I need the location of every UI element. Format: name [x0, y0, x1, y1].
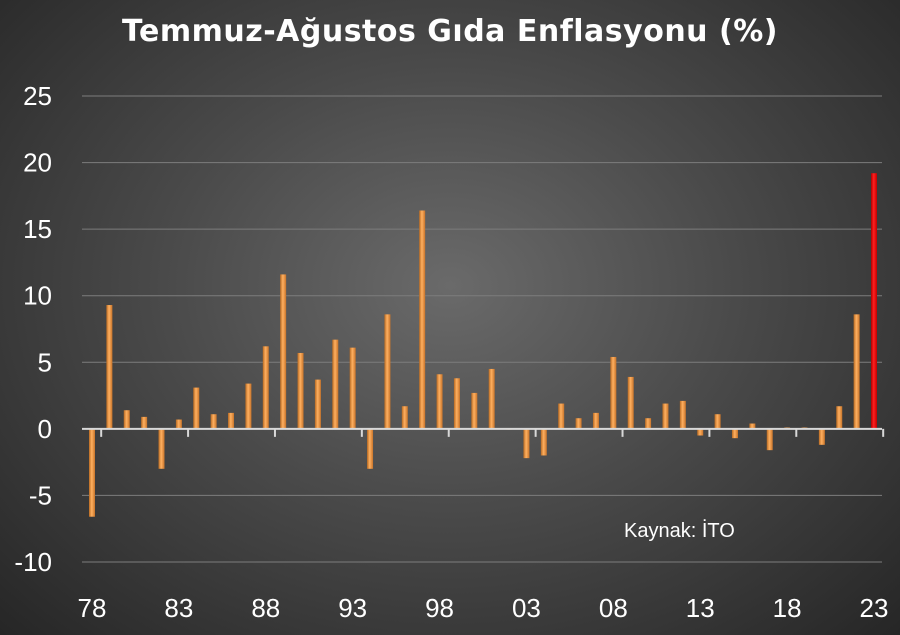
bars [89, 173, 877, 517]
bar [610, 356, 617, 429]
bar [749, 423, 756, 429]
y-axis: 25 20 15 10 5 0 -5 -10 [14, 81, 52, 577]
x-axis [82, 427, 885, 437]
bar [89, 428, 95, 517]
bar [558, 403, 565, 429]
bar [332, 339, 339, 429]
bar [766, 428, 773, 451]
bar [471, 392, 478, 429]
bar [627, 376, 634, 429]
y-tick-label: -5 [29, 480, 52, 510]
y-tick-label: 25 [23, 81, 52, 111]
bar [158, 428, 165, 469]
bar [488, 368, 495, 429]
bar [106, 305, 113, 429]
bar [818, 428, 825, 445]
bar [523, 428, 530, 459]
x-tick-labels: 78 83 88 93 98 03 08 13 18 23 [78, 593, 889, 623]
bar [193, 387, 200, 429]
bar [245, 383, 252, 429]
bar [645, 418, 652, 429]
bar [714, 414, 721, 429]
x-tick-label: 88 [251, 593, 280, 623]
bar [436, 374, 443, 429]
y-tick-label: 0 [38, 414, 52, 444]
bar [314, 379, 321, 429]
source-note: Kaynak: İTO [624, 520, 735, 542]
bar [540, 428, 547, 456]
x-tick-label: 18 [773, 593, 802, 623]
bar [123, 410, 130, 429]
x-tick-label: 93 [338, 593, 367, 623]
x-tick-label: 23 [860, 593, 889, 623]
x-tick-label: 83 [164, 593, 193, 623]
bar [662, 403, 669, 429]
bar [175, 419, 182, 429]
bar [731, 428, 738, 439]
x-tick-label: 03 [512, 593, 541, 623]
bar [853, 314, 860, 429]
bar [453, 378, 460, 429]
bar [592, 412, 599, 429]
y-tick-label: 20 [23, 148, 52, 178]
gridlines [82, 95, 882, 563]
chart-title: Temmuz-Ağustos Gıda Enflasyonu (%) [122, 14, 778, 49]
bar [384, 314, 391, 429]
bar [349, 347, 356, 429]
x-tick-label: 78 [78, 593, 107, 623]
bar-highlight [871, 173, 877, 429]
y-tick-label: 15 [23, 214, 52, 244]
bar [262, 346, 269, 429]
y-tick-label: -10 [14, 547, 52, 577]
bar [280, 274, 287, 429]
bar [836, 406, 843, 429]
y-tick-label: 10 [23, 281, 52, 311]
bar [367, 428, 374, 469]
y-tick-label: 5 [38, 347, 52, 377]
bar [401, 406, 408, 429]
x-tick-label: 13 [686, 593, 715, 623]
bar [419, 210, 426, 429]
bar [297, 352, 304, 429]
bar [141, 416, 148, 429]
x-tick-label: 98 [425, 593, 454, 623]
bar [228, 412, 235, 429]
bar [210, 414, 217, 429]
bar [697, 428, 704, 436]
x-tick-label: 08 [599, 593, 628, 623]
bar [575, 418, 582, 429]
bar [679, 400, 686, 429]
